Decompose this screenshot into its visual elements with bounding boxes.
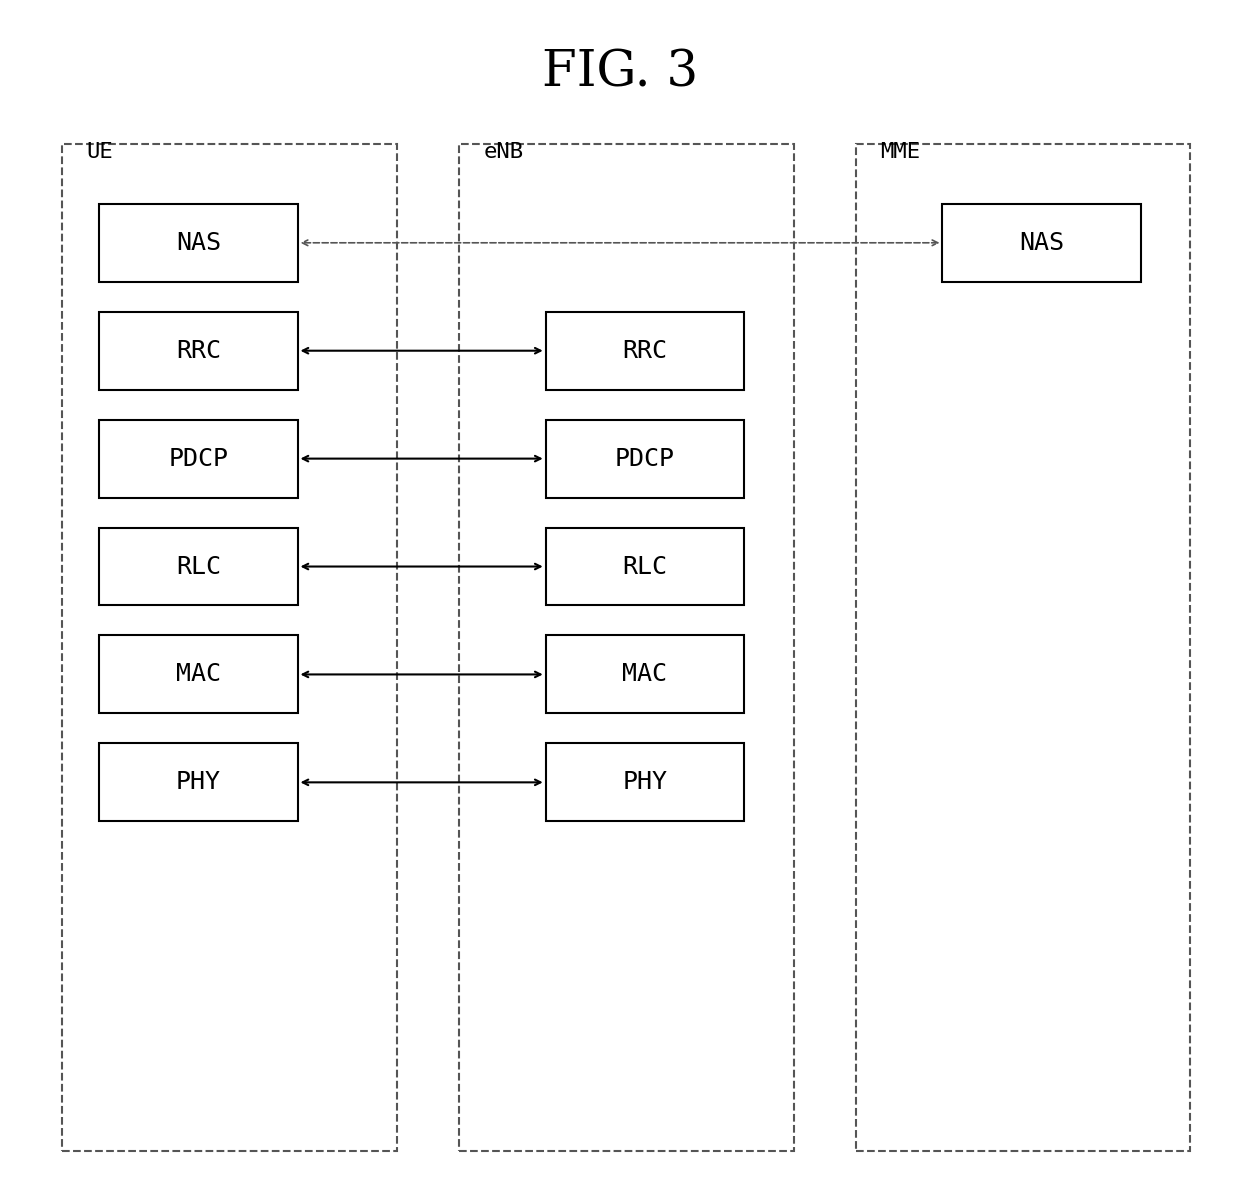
FancyBboxPatch shape — [99, 743, 298, 821]
Text: PHY: PHY — [622, 770, 667, 795]
FancyBboxPatch shape — [99, 204, 298, 282]
Text: RLC: RLC — [176, 554, 221, 579]
FancyBboxPatch shape — [546, 635, 744, 713]
FancyBboxPatch shape — [546, 528, 744, 605]
FancyBboxPatch shape — [99, 528, 298, 605]
FancyBboxPatch shape — [546, 312, 744, 390]
Text: NAS: NAS — [176, 230, 221, 255]
Text: RLC: RLC — [622, 554, 667, 579]
Text: MAC: MAC — [622, 662, 667, 687]
FancyBboxPatch shape — [942, 204, 1141, 282]
FancyBboxPatch shape — [546, 743, 744, 821]
FancyBboxPatch shape — [99, 635, 298, 713]
Text: PDCP: PDCP — [169, 446, 228, 471]
FancyBboxPatch shape — [99, 312, 298, 390]
Text: RRC: RRC — [622, 338, 667, 363]
FancyBboxPatch shape — [99, 420, 298, 498]
Text: RRC: RRC — [176, 338, 221, 363]
Text: PHY: PHY — [176, 770, 221, 795]
Text: MAC: MAC — [176, 662, 221, 687]
Text: UE: UE — [87, 141, 114, 162]
Text: FIG. 3: FIG. 3 — [542, 48, 698, 97]
FancyBboxPatch shape — [546, 420, 744, 498]
Text: NAS: NAS — [1019, 230, 1064, 255]
Text: eNB: eNB — [484, 141, 523, 162]
Text: PDCP: PDCP — [615, 446, 675, 471]
Text: MME: MME — [880, 141, 920, 162]
